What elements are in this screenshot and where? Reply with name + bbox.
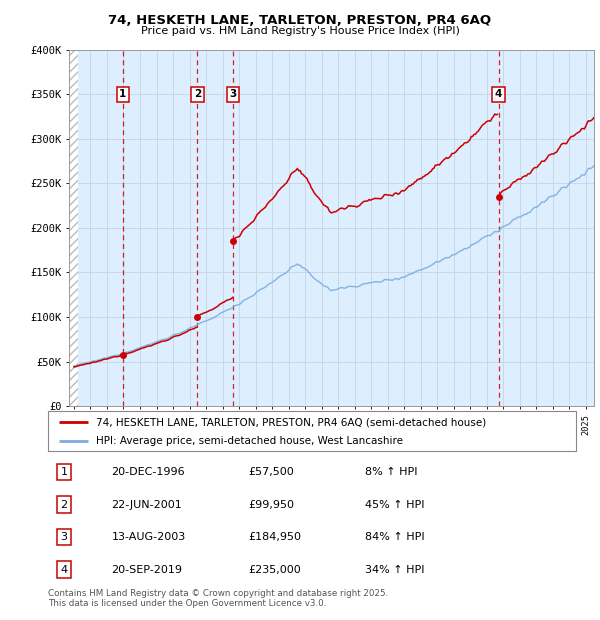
Text: 1: 1 xyxy=(61,467,67,477)
Text: 45% ↑ HPI: 45% ↑ HPI xyxy=(365,500,424,510)
Text: 4: 4 xyxy=(60,565,67,575)
FancyBboxPatch shape xyxy=(48,411,576,451)
Text: £57,500: £57,500 xyxy=(248,467,295,477)
Text: Contains HM Land Registry data © Crown copyright and database right 2025.
This d: Contains HM Land Registry data © Crown c… xyxy=(48,589,388,608)
Text: 22-JUN-2001: 22-JUN-2001 xyxy=(112,500,182,510)
Text: 1: 1 xyxy=(119,89,127,99)
Text: 20-DEC-1996: 20-DEC-1996 xyxy=(112,467,185,477)
Text: 74, HESKETH LANE, TARLETON, PRESTON, PR4 6AQ (semi-detached house): 74, HESKETH LANE, TARLETON, PRESTON, PR4… xyxy=(95,417,486,427)
Text: £235,000: £235,000 xyxy=(248,565,301,575)
Text: 3: 3 xyxy=(61,532,67,542)
Text: 2: 2 xyxy=(60,500,67,510)
Text: 3: 3 xyxy=(229,89,236,99)
Text: 4: 4 xyxy=(495,89,502,99)
Text: 34% ↑ HPI: 34% ↑ HPI xyxy=(365,565,424,575)
Text: 2: 2 xyxy=(194,89,201,99)
Text: 20-SEP-2019: 20-SEP-2019 xyxy=(112,565,182,575)
Text: £99,950: £99,950 xyxy=(248,500,295,510)
Text: HPI: Average price, semi-detached house, West Lancashire: HPI: Average price, semi-detached house,… xyxy=(95,436,403,446)
Text: 8% ↑ HPI: 8% ↑ HPI xyxy=(365,467,418,477)
Text: 84% ↑ HPI: 84% ↑ HPI xyxy=(365,532,424,542)
Text: £184,950: £184,950 xyxy=(248,532,302,542)
Bar xyxy=(69,50,78,406)
Text: Price paid vs. HM Land Registry's House Price Index (HPI): Price paid vs. HM Land Registry's House … xyxy=(140,26,460,36)
Text: 74, HESKETH LANE, TARLETON, PRESTON, PR4 6AQ: 74, HESKETH LANE, TARLETON, PRESTON, PR4… xyxy=(109,14,491,27)
Text: 13-AUG-2003: 13-AUG-2003 xyxy=(112,532,185,542)
